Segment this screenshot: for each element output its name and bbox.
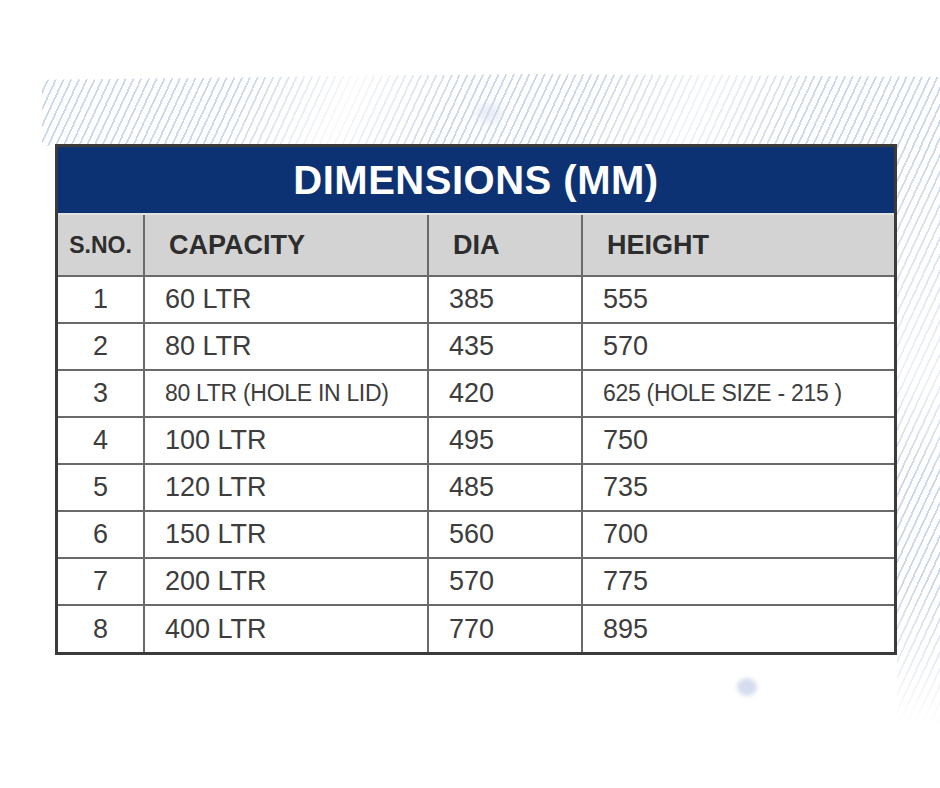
column-header-height: HEIGHT [582,215,894,276]
cell-sno: 4 [58,417,144,464]
cell-dia: 560 [428,511,582,558]
cell-capacity: 150 LTR [144,511,428,558]
table-row: 160 LTR385555 [58,276,894,323]
cell-dia: 485 [428,464,582,511]
decor-dot [737,678,757,696]
table-row: 380 LTR (HOLE IN LID)420625 (HOLE SIZE -… [58,370,894,417]
table-title: DIMENSIONS (MM) [293,158,658,203]
table-row: 7200 LTR570775 [58,558,894,605]
table-row: 5120 LTR485735 [58,464,894,511]
cell-dia: 770 [428,605,582,652]
table-row: 8400 LTR770895 [58,605,894,652]
cell-capacity: 80 LTR [144,323,428,370]
cell-height: 735 [582,464,894,511]
cell-capacity: 400 LTR [144,605,428,652]
table-title-bar: DIMENSIONS (MM) [58,147,894,215]
table-header-row: S.NO.CAPACITYDIAHEIGHT [58,215,894,276]
table-row: 4100 LTR495750 [58,417,894,464]
cell-sno: 1 [58,276,144,323]
table-row: 6150 LTR560700 [58,511,894,558]
column-header-capacity: CAPACITY [144,215,428,276]
cell-height: 555 [582,276,894,323]
cell-sno: 7 [58,558,144,605]
cell-dia: 570 [428,558,582,605]
cell-height: 625 (HOLE SIZE - 215 ) [582,370,894,417]
cell-dia: 420 [428,370,582,417]
cell-dia: 495 [428,417,582,464]
cell-height: 570 [582,323,894,370]
cell-capacity: 60 LTR [144,276,428,323]
cell-height: 700 [582,511,894,558]
cell-sno: 2 [58,323,144,370]
cell-height: 750 [582,417,894,464]
cell-capacity: 200 LTR [144,558,428,605]
cell-capacity: 100 LTR [144,417,428,464]
cell-capacity: 80 LTR (HOLE IN LID) [144,370,428,417]
cell-height: 775 [582,558,894,605]
background-hatch-strip [897,146,940,746]
decor-dot [476,103,502,123]
table-row: 280 LTR435570 [58,323,894,370]
cell-sno: 5 [58,464,144,511]
dimensions-table: DIMENSIONS (MM) S.NO.CAPACITYDIAHEIGHT 1… [55,144,897,655]
cell-dia: 435 [428,323,582,370]
column-header-dia: DIA [428,215,582,276]
cell-sno: 6 [58,511,144,558]
cell-sno: 8 [58,605,144,652]
cell-dia: 385 [428,276,582,323]
cell-height: 895 [582,605,894,652]
cell-capacity: 120 LTR [144,464,428,511]
cell-sno: 3 [58,370,144,417]
column-header-sno: S.NO. [58,215,144,276]
dimensions-data-table: S.NO.CAPACITYDIAHEIGHT 160 LTR385555280 … [58,215,894,652]
page: DIMENSIONS (MM) S.NO.CAPACITYDIAHEIGHT 1… [0,0,940,788]
